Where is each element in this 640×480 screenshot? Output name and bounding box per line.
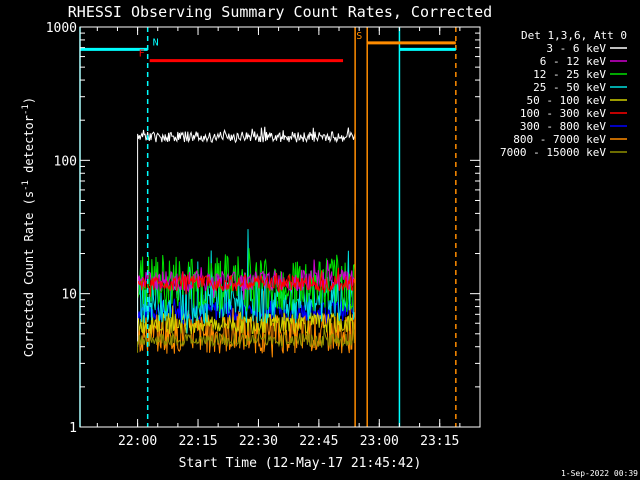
series-layer [137,126,356,358]
legend-label-7000-15000-kev: 7000 - 15000 keV [500,146,606,159]
legend-label-300-800-kev: 300 - 800 keV [520,120,606,133]
x-tick-label-22-15: 22:15 [178,434,217,449]
legend-label-12-25-kev: 12 - 25 keV [533,68,606,81]
y-axis-label-end: ) [22,97,36,104]
y-tick-label-1000: 1000 [46,21,77,36]
y-axis-label-sup2: -1 [21,104,31,115]
x-tick-label-23-00: 23:00 [360,434,399,449]
chart-title: RHESSI Observing Summary Count Rates, Co… [68,3,492,21]
x-tick-label-22-00: 22:00 [118,434,157,449]
footer-timestamp: 1-Sep-2022 00:39 [561,469,638,478]
y-axis-label: Corrected Count Rate (s-1 detector-1) [21,97,36,357]
series-line-7000-15000-kev [137,322,356,353]
y-tick-label-100: 100 [54,154,77,169]
legend-label-25-50-kev: 25 - 50 keV [533,81,606,94]
y-tick-label-10: 10 [61,288,77,303]
legend-label-100-300-kev: 100 - 300 keV [520,107,606,120]
x-axis-label: Start Time (12-May-17 21:45:42) [179,456,422,471]
series-line-800-7000-kev [137,290,356,358]
y-axis-label-main: Corrected Count Rate (s [22,191,36,357]
legend-title: Det 1,3,6, Att 0 [521,29,627,42]
legend-label-800-7000-kev: 800 - 7000 keV [513,133,606,146]
series-line-100-300-kev [137,267,356,297]
x-tick-label-22-45: 22:45 [299,434,338,449]
flag-label-f: F [139,49,145,60]
flag-label-s: S [356,31,362,42]
y-axis-label-sup1: -1 [21,180,31,191]
axis-layer: 22:00 22:15 22:30 22:45 23:00 23:15 1 10 100 1000 [46,21,481,449]
series-line-3-6-kev [137,126,356,347]
x-tick-label-23-15: 23:15 [420,434,459,449]
x-tick-label-22-30: 22:30 [239,434,278,449]
flag-label-n: N [153,37,159,48]
legend-label-6-12-kev: 6 - 12 keV [540,55,607,68]
y-tick-label-1: 1 [69,421,77,436]
legend-label-50-100-kev: 50 - 100 keV [527,94,607,107]
plot-frame [79,26,481,428]
legend-label-3-6-kev: 3 - 6 keV [546,42,606,55]
y-axis-label-mid: detector [22,115,36,180]
